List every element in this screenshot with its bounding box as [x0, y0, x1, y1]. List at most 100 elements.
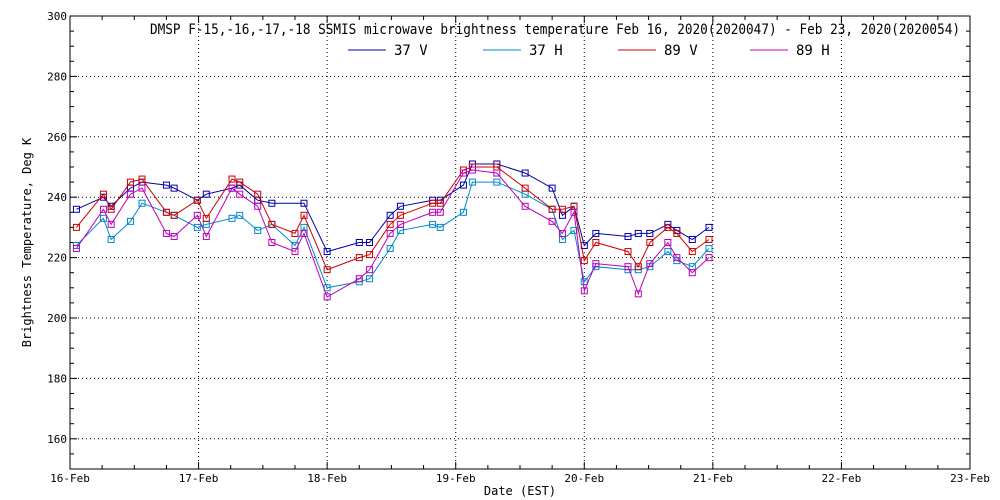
y-tick-label: 220	[47, 252, 67, 265]
y-tick-label: 240	[47, 191, 67, 204]
data-point	[570, 226, 578, 234]
data-point	[323, 293, 331, 301]
data-point	[202, 232, 210, 240]
data-point	[126, 178, 134, 186]
data-point	[268, 199, 276, 207]
series-37-v	[72, 160, 713, 256]
x-tick-label: 23-Feb	[950, 472, 990, 485]
data-point	[521, 169, 529, 177]
data-point	[705, 235, 713, 243]
data-point	[162, 229, 170, 237]
data-point	[459, 181, 467, 189]
data-point	[291, 229, 299, 237]
data-point	[107, 220, 115, 228]
data-point	[664, 248, 672, 256]
data-point	[254, 202, 262, 210]
x-tick-label: 21-Feb	[693, 472, 733, 485]
data-point	[673, 254, 681, 262]
data-point	[355, 254, 363, 262]
legend: 37 V 37 H 89 V 89 H	[348, 43, 830, 59]
data-point	[468, 166, 476, 174]
data-point	[688, 235, 696, 243]
data-point	[126, 217, 134, 225]
data-point	[254, 190, 262, 198]
data-point	[580, 278, 588, 286]
data-point	[323, 266, 331, 274]
data-point	[268, 239, 276, 246]
data-point	[72, 223, 80, 231]
data-point	[592, 260, 600, 268]
chart-title: DMSP F-15,-16,-17,-18 SSMIS microwave br…	[150, 22, 960, 38]
data-point	[366, 275, 374, 283]
data-point	[459, 208, 467, 216]
data-point	[634, 263, 642, 271]
data-point	[99, 205, 107, 213]
y-axis-label: Brightness Temperature, Deg K	[20, 137, 34, 347]
data-point	[323, 248, 331, 256]
data-point	[664, 239, 672, 246]
data-point	[429, 220, 437, 228]
data-point	[193, 196, 201, 204]
data-point	[580, 287, 588, 295]
data-point	[436, 199, 444, 207]
data-point	[291, 248, 299, 256]
data-point	[202, 190, 210, 198]
data-point	[386, 220, 394, 228]
x-tick-label: 19-Feb	[436, 472, 476, 485]
data-point	[580, 257, 588, 265]
data-point	[634, 229, 642, 237]
data-point	[396, 220, 404, 228]
legend-label: 89 V	[664, 43, 698, 59]
data-point	[99, 190, 107, 198]
data-point	[429, 199, 437, 207]
x-tick-label: 20-Feb	[564, 472, 604, 485]
data-point	[429, 208, 437, 216]
plot-frame	[69, 15, 971, 470]
data-point	[300, 211, 308, 219]
x-tick-label: 18-Feb	[307, 472, 347, 485]
y-tick-label: 260	[47, 131, 67, 144]
legend-label: 37 H	[529, 43, 563, 59]
x-axis-label: Date (EST)	[484, 484, 556, 498]
data-point	[355, 239, 363, 246]
data-point	[228, 184, 236, 192]
data-point	[126, 190, 134, 198]
data-point	[202, 214, 210, 222]
data-point	[236, 190, 244, 198]
x-tick-label: 17-Feb	[179, 472, 219, 485]
y-tick-label: 300	[47, 10, 67, 23]
data-point	[624, 263, 632, 271]
data-point	[521, 184, 529, 192]
data-point	[162, 208, 170, 216]
data-point	[268, 220, 276, 228]
data-point	[396, 211, 404, 219]
data-point	[386, 245, 394, 253]
series-line	[76, 166, 710, 271]
data-point	[236, 211, 244, 219]
y-tick-label: 200	[47, 312, 67, 325]
data-point	[664, 223, 672, 231]
data-point	[558, 205, 566, 213]
y-tick-label: 280	[47, 70, 67, 83]
data-point	[107, 205, 115, 213]
data-point	[99, 214, 107, 222]
data-point	[705, 223, 713, 231]
data-point	[705, 245, 713, 253]
data-point	[570, 208, 578, 216]
series-line	[76, 163, 710, 253]
data-point	[436, 208, 444, 216]
data-point	[138, 175, 146, 183]
data-point	[170, 232, 178, 240]
data-point	[72, 245, 80, 253]
data-point	[254, 226, 262, 234]
data-point	[228, 214, 236, 222]
data-point	[396, 202, 404, 210]
data-point	[138, 199, 146, 207]
series-group	[72, 160, 713, 301]
data-point	[558, 229, 566, 237]
data-point	[366, 266, 374, 274]
data-point	[300, 229, 308, 237]
y-tick-label: 160	[47, 433, 67, 446]
data-point	[193, 211, 201, 219]
data-point	[193, 223, 201, 231]
